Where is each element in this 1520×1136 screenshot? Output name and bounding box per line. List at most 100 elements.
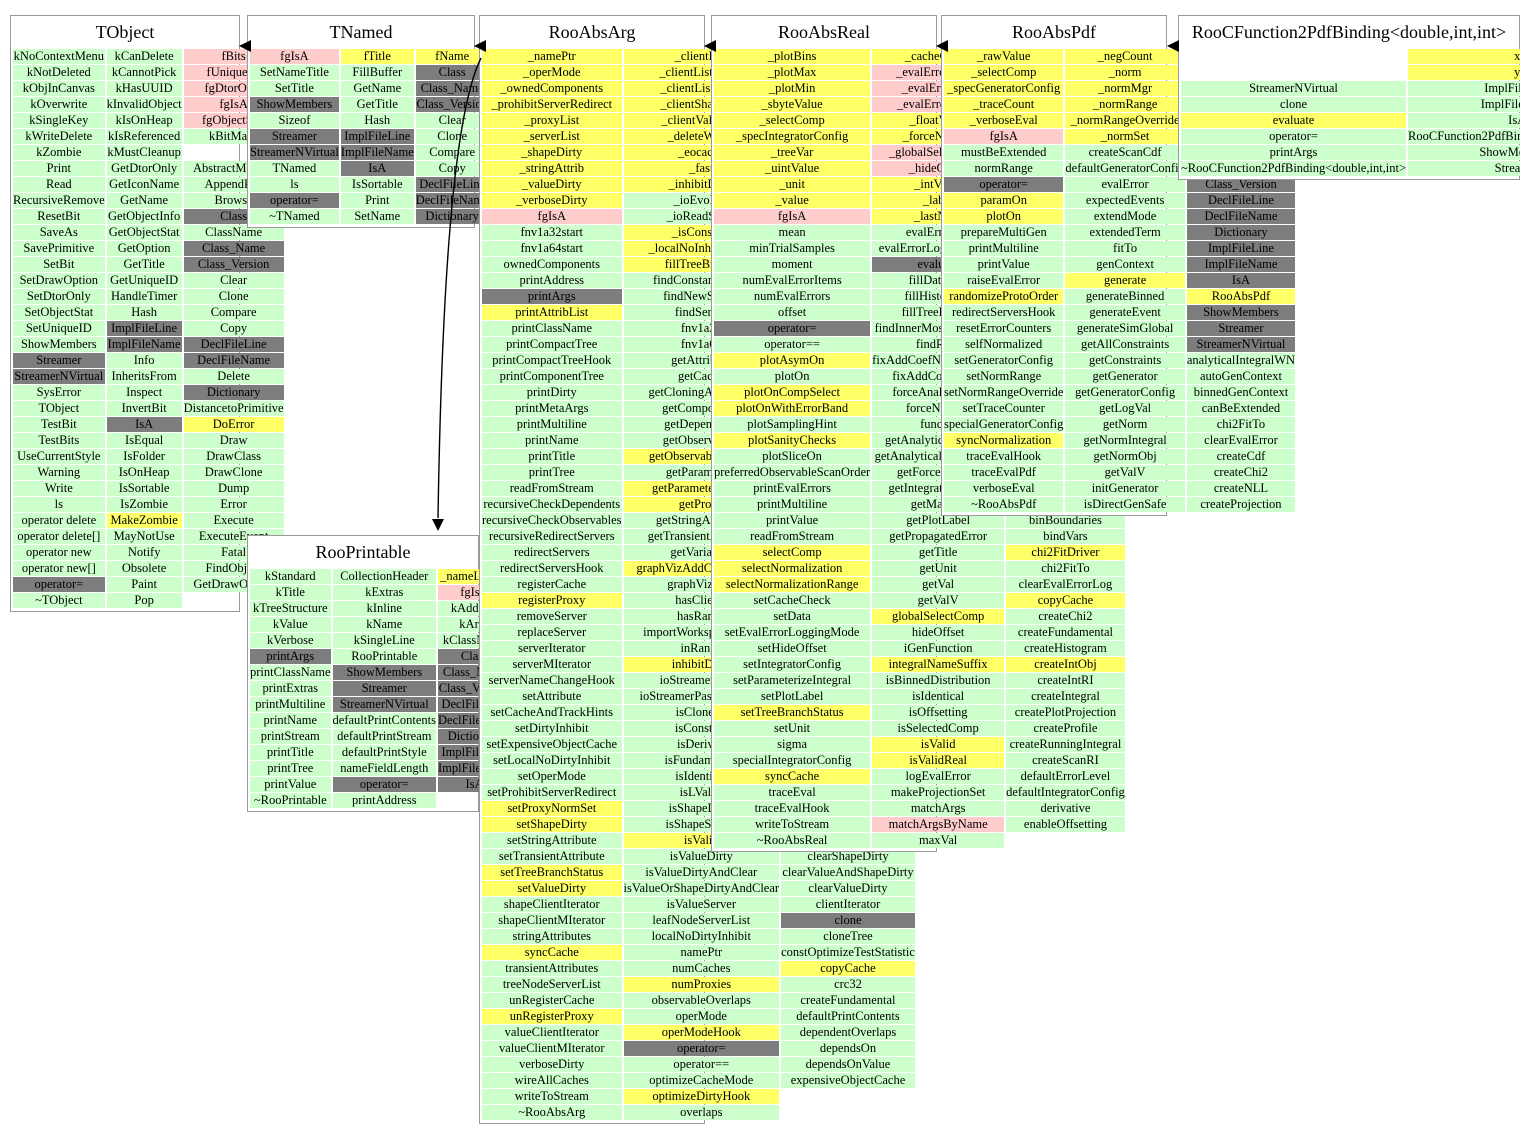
member-cell[interactable]: kNoContextMenu	[13, 49, 105, 64]
member-cell[interactable]: Draw	[183, 433, 284, 448]
member-cell[interactable]: RooCFunction2PdfBinding<double,int,int>	[1408, 129, 1520, 144]
member-cell[interactable]: isValueServer	[623, 897, 780, 912]
member-cell[interactable]: logEvalError	[872, 769, 1005, 784]
member-cell[interactable]: printDirty	[482, 385, 622, 400]
member-cell[interactable]: ImplFileName	[106, 337, 182, 352]
member-cell[interactable]: getLogVal	[1065, 401, 1185, 416]
member-cell[interactable]: setNormRange	[944, 369, 1064, 384]
member-cell[interactable]: Notify	[106, 545, 182, 560]
member-cell[interactable]: setTreeBranchStatus	[482, 865, 622, 880]
member-cell[interactable]: selectNormalization	[714, 561, 871, 576]
member-cell[interactable]: printMetaArgs	[482, 401, 622, 416]
member-cell[interactable]: _plotMin	[714, 81, 871, 96]
member-cell[interactable]: globalSelectComp	[872, 609, 1005, 624]
member-cell[interactable]: kName	[332, 617, 437, 632]
member-cell[interactable]: makeProjectionSet	[872, 785, 1005, 800]
member-cell[interactable]: setPlotLabel	[714, 689, 871, 704]
member-cell[interactable]: crc32	[781, 977, 915, 992]
member-cell[interactable]: TObject	[13, 401, 105, 416]
member-cell[interactable]: iGenFunction	[872, 641, 1005, 656]
member-cell[interactable]: ShowMembers	[1408, 145, 1520, 160]
member-cell[interactable]: IsSortable	[106, 481, 182, 496]
member-cell[interactable]: autoGenContext	[1186, 369, 1296, 384]
member-cell[interactable]: defaultIntegratorConfig	[1006, 785, 1125, 800]
member-cell[interactable]: selectComp	[714, 545, 871, 560]
member-cell[interactable]: operator=	[1181, 129, 1407, 144]
member-cell[interactable]: SetDrawOption	[13, 273, 105, 288]
member-cell[interactable]: readFromStream	[714, 529, 871, 544]
member-cell[interactable]: DeclFileName	[183, 353, 284, 368]
member-cell[interactable]: setCacheCheck	[714, 593, 871, 608]
member-cell[interactable]: kIsReferenced	[106, 129, 182, 144]
member-cell[interactable]: randomizeProtoOrder	[944, 289, 1064, 304]
member-cell[interactable]: printExtras	[250, 681, 331, 696]
member-cell[interactable]: createProfile	[1006, 721, 1125, 736]
member-cell[interactable]: createChi2	[1006, 609, 1125, 624]
member-cell[interactable]: _treeVar	[714, 145, 871, 160]
member-cell[interactable]: getNormIntegral	[1065, 433, 1185, 448]
member-cell[interactable]: setDirtyInhibit	[482, 721, 622, 736]
member-cell[interactable]: plotOn	[714, 369, 871, 384]
member-cell[interactable]: createNLL	[1186, 481, 1296, 496]
member-cell[interactable]: printAddress	[332, 793, 437, 808]
member-cell[interactable]: setUnit	[714, 721, 871, 736]
member-cell[interactable]: expectedEvents	[1065, 193, 1185, 208]
member-cell[interactable]: offset	[714, 305, 871, 320]
member-cell[interactable]: SetNameTitle	[250, 65, 339, 80]
member-cell[interactable]: kInline	[332, 601, 437, 616]
member-cell[interactable]: plotSanityChecks	[714, 433, 871, 448]
member-cell[interactable]: setTreeBranchStatus	[714, 705, 871, 720]
member-cell[interactable]: optimizeCacheMode	[623, 1073, 780, 1088]
member-cell[interactable]: GetName	[106, 193, 182, 208]
member-cell[interactable]: kTreeStructure	[250, 601, 331, 616]
member-cell[interactable]: _selectComp	[944, 65, 1064, 80]
member-cell[interactable]: _shapeDirty	[482, 145, 622, 160]
member-cell[interactable]: syncNormalization	[944, 433, 1064, 448]
member-cell[interactable]: ShowMembers	[250, 97, 339, 112]
member-cell[interactable]: sigma	[714, 737, 871, 752]
member-cell[interactable]: ImplFileLine	[106, 321, 182, 336]
member-cell[interactable]: Streamer	[1186, 321, 1296, 336]
member-cell[interactable]: printComponentTree	[482, 369, 622, 384]
member-cell[interactable]: constOptimizeTestStatistic	[781, 945, 915, 960]
member-cell[interactable]: _negCount	[1065, 49, 1185, 64]
member-cell[interactable]: operator delete	[13, 513, 105, 528]
member-cell[interactable]: printValue	[944, 257, 1064, 272]
member-cell[interactable]: _traceCount	[944, 97, 1064, 112]
member-cell[interactable]: Info	[106, 353, 182, 368]
member-cell[interactable]: specialGeneratorConfig	[944, 417, 1064, 432]
class-title-tobject[interactable]: TObject	[95, 21, 155, 42]
member-cell[interactable]: canBeExtended	[1186, 401, 1296, 416]
member-cell[interactable]: GetTitle	[106, 257, 182, 272]
member-cell[interactable]: Class_Name	[183, 241, 284, 256]
member-cell[interactable]: SetUniqueID	[13, 321, 105, 336]
member-cell[interactable]: StreamerNVirtual	[1181, 81, 1407, 96]
member-cell[interactable]: ImplFileLine	[1408, 81, 1520, 96]
member-cell[interactable]: generateSimGlobal	[1065, 321, 1185, 336]
member-cell[interactable]: DoError	[183, 417, 284, 432]
member-cell[interactable]: namePtr	[623, 945, 780, 960]
member-cell[interactable]: createFundamental	[781, 993, 915, 1008]
member-cell[interactable]: localNoDirtyInhibit	[623, 929, 780, 944]
member-cell[interactable]: RooAbsPdf	[1186, 289, 1296, 304]
member-cell[interactable]: unRegisterCache	[482, 993, 622, 1008]
member-cell[interactable]: copyCache	[1006, 593, 1125, 608]
member-cell[interactable]: Warning	[13, 465, 105, 480]
member-cell[interactable]: InheritsFrom	[106, 369, 182, 384]
class-title-rooabspdf[interactable]: RooAbsPdf	[1011, 21, 1096, 42]
member-cell[interactable]: UseCurrentStyle	[13, 449, 105, 464]
member-cell[interactable]: ImplFileName	[340, 145, 414, 160]
member-cell[interactable]: kInvalidObject	[106, 97, 182, 112]
member-cell[interactable]: printArgs	[250, 649, 331, 664]
member-cell[interactable]: numEvalErrorItems	[714, 273, 871, 288]
member-cell[interactable]: syncCache	[482, 945, 622, 960]
member-cell[interactable]: StreamerNVirtual	[1186, 337, 1296, 352]
member-cell[interactable]: recursiveCheckDependents	[482, 497, 622, 512]
member-cell[interactable]: serverIterator	[482, 641, 622, 656]
member-cell[interactable]: printTree	[482, 465, 622, 480]
member-cell[interactable]: kMustCleanup	[106, 145, 182, 160]
member-cell[interactable]: removeServer	[482, 609, 622, 624]
member-cell[interactable]: _specIntegratorConfig	[714, 129, 871, 144]
member-cell[interactable]: createProjection	[1186, 497, 1296, 512]
member-cell[interactable]: GetName	[340, 81, 414, 96]
